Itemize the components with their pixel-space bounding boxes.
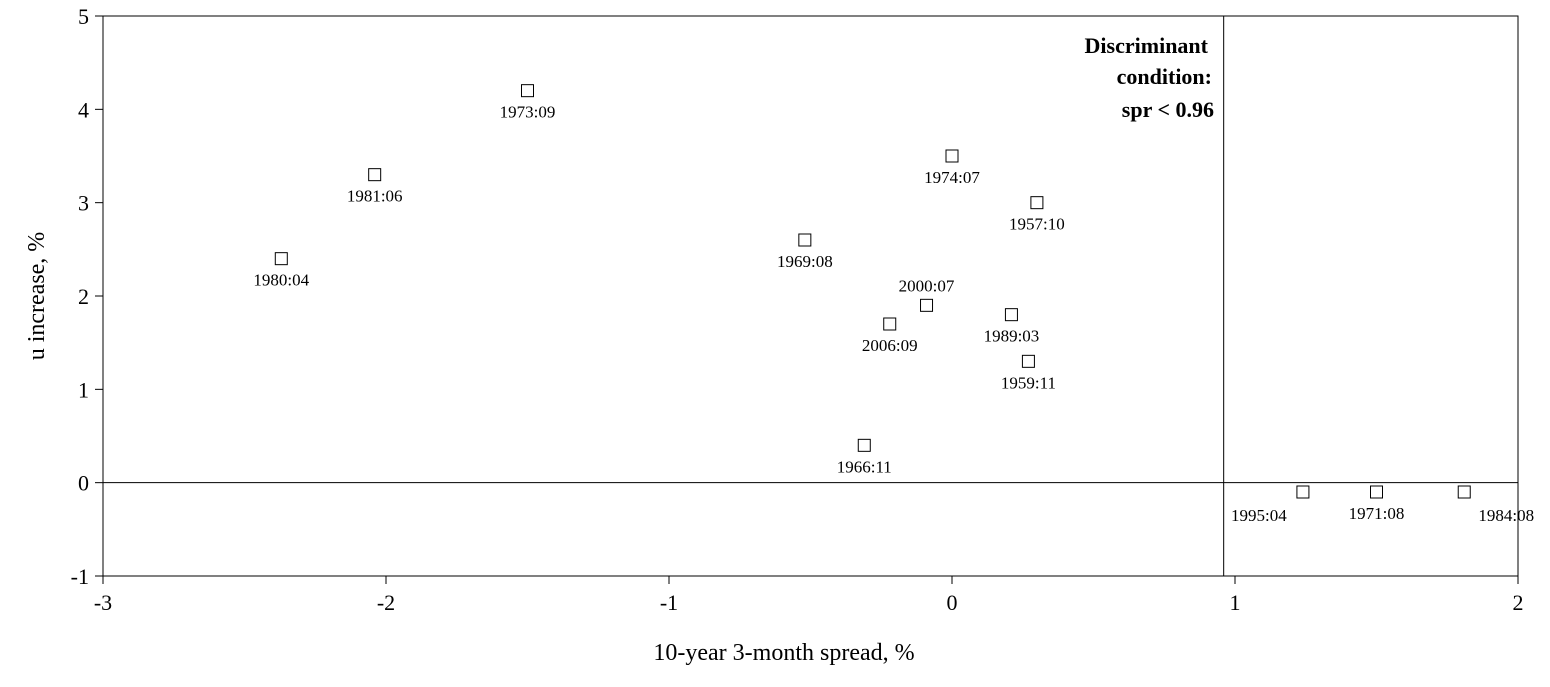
data-point-label: 1973:09 <box>500 103 556 122</box>
x-tick-label: -3 <box>94 590 112 615</box>
data-point <box>883 317 897 331</box>
data-point-label: 2006:09 <box>862 336 918 355</box>
x-tick-label: 0 <box>947 590 958 615</box>
data-point-label: 2000:07 <box>899 276 955 295</box>
data-point-label: 1984:08 <box>1478 506 1534 525</box>
y-axis-title: u increase, % <box>24 232 50 361</box>
y-tick-label: -1 <box>71 564 89 589</box>
data-points: 1973:09 1981:06 1980:04 1974:07 1957:10 1969:… <box>253 84 1534 525</box>
data-point <box>1296 485 1310 499</box>
x-tick-label: 1 <box>1230 590 1241 615</box>
data-point <box>1030 196 1044 210</box>
axis-ticks: -3 -2 -1 0 1 2 -1 0 1 2 3 4 5 <box>71 4 1524 615</box>
data-point-label: 1957:10 <box>1009 215 1065 234</box>
y-tick-label: 0 <box>78 471 89 496</box>
y-tick-label: 3 <box>78 191 89 216</box>
data-point-label: 1980:04 <box>253 271 309 290</box>
data-point <box>857 438 871 452</box>
discriminant-annotation: Discriminant condition: spr < 0.96 <box>1085 33 1214 122</box>
data-point <box>798 233 812 247</box>
annotation-line-3: spr < 0.96 <box>1122 97 1214 122</box>
y-tick-label: 2 <box>78 284 89 309</box>
data-point-label: 1974:07 <box>924 168 980 187</box>
annotation-line-1: Discriminant <box>1085 33 1209 58</box>
x-tick-label: -2 <box>377 590 395 615</box>
data-point <box>1021 354 1035 368</box>
y-tick-label: 5 <box>78 4 89 29</box>
x-tick-label: 2 <box>1513 590 1524 615</box>
data-point <box>368 168 382 182</box>
data-point <box>920 298 934 312</box>
data-point <box>1004 308 1018 322</box>
data-point <box>521 84 534 98</box>
data-point-label: 1971:08 <box>1349 504 1405 523</box>
y-tick-label: 1 <box>78 377 89 402</box>
data-point-label: 1981:06 <box>347 187 403 206</box>
data-point <box>945 149 959 163</box>
x-axis-title: 10-year 3-month spread, % <box>653 640 914 666</box>
annotation-line-2: condition: <box>1117 64 1212 89</box>
data-point-label: 1995:04 <box>1231 506 1287 525</box>
data-point <box>274 252 288 266</box>
data-point <box>1457 485 1471 499</box>
data-point-label: 1966:11 <box>837 457 892 476</box>
data-point-label: 1969:08 <box>777 252 833 271</box>
data-point <box>1370 485 1383 499</box>
x-tick-label: -1 <box>660 590 678 615</box>
y-tick-label: 4 <box>78 97 89 122</box>
data-point-label: 1989:03 <box>984 327 1040 346</box>
data-point-label: 1959:11 <box>1001 373 1056 392</box>
